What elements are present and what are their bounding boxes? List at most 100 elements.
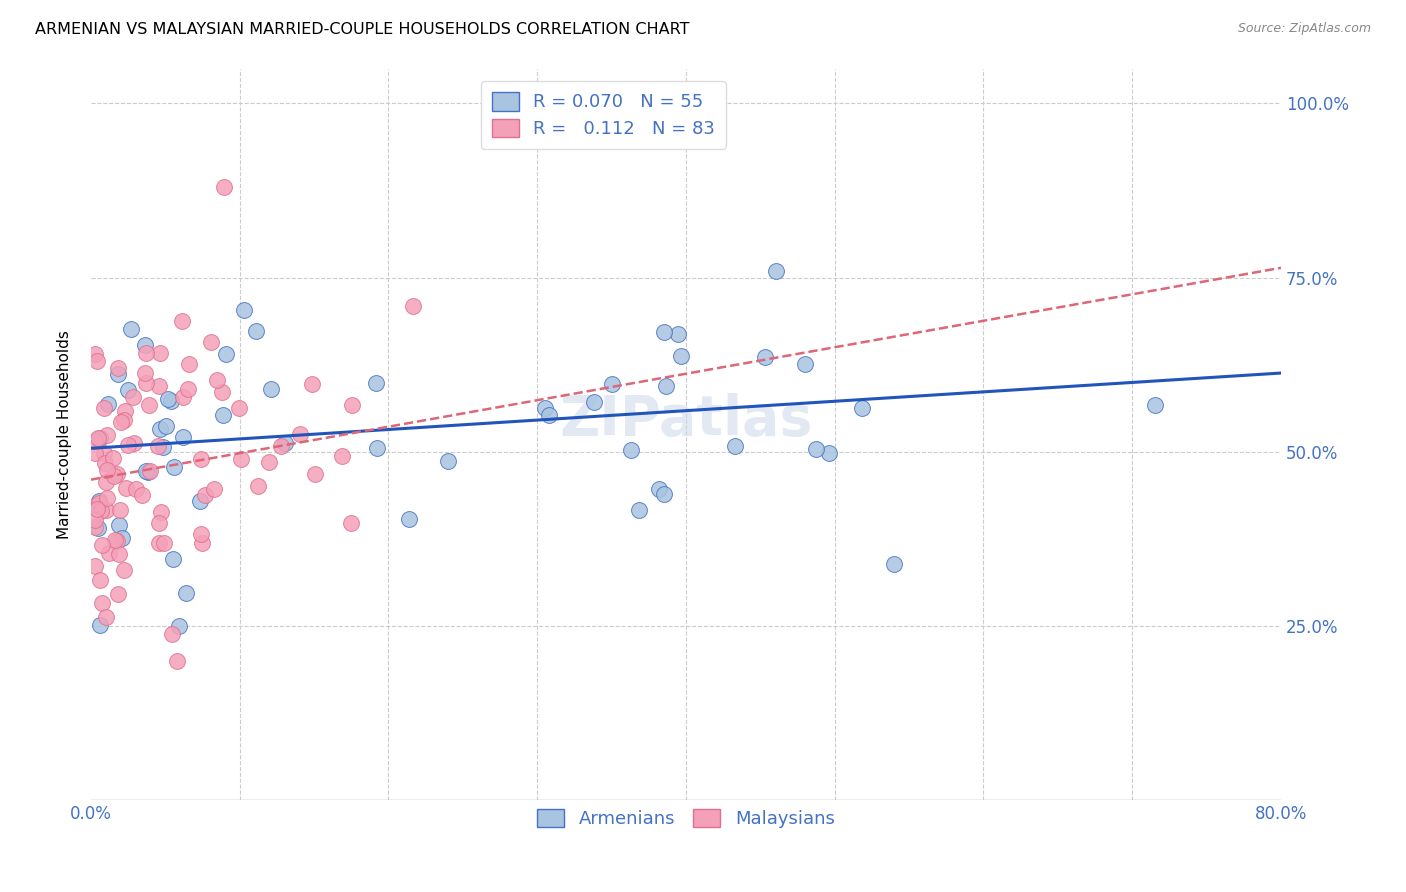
Point: [339, 516, 361, 530]
Point: [330, 450, 353, 464]
Point: [148, 535, 170, 549]
Point: [600, 376, 623, 391]
Point: [1143, 398, 1166, 412]
Point: [122, 436, 145, 450]
Point: [149, 345, 172, 359]
Point: [436, 454, 458, 468]
Point: [135, 345, 157, 359]
Point: [671, 349, 693, 363]
Point: [172, 390, 194, 404]
Point: [648, 483, 671, 497]
Point: [157, 392, 180, 407]
Point: [583, 395, 606, 409]
Point: [117, 438, 139, 452]
Point: [135, 464, 157, 478]
Point: [152, 440, 174, 454]
Point: [247, 479, 270, 493]
Point: [114, 404, 136, 418]
Point: [131, 488, 153, 502]
Text: ZIPatlas: ZIPatlas: [560, 392, 813, 447]
Point: [232, 303, 254, 318]
Point: [190, 452, 212, 467]
Point: [90, 504, 112, 518]
Point: [211, 409, 233, 423]
Point: [84, 445, 107, 459]
Point: [398, 511, 420, 525]
Point: [107, 586, 129, 600]
Point: [84, 347, 107, 361]
Point: [93, 401, 115, 415]
Point: [628, 503, 651, 517]
Point: [304, 467, 326, 482]
Point: [134, 366, 156, 380]
Point: [122, 390, 145, 404]
Point: [190, 526, 212, 541]
Point: [103, 450, 125, 465]
Point: [148, 516, 170, 530]
Point: [87, 521, 110, 535]
Point: [724, 439, 747, 453]
Point: [160, 394, 183, 409]
Point: [134, 338, 156, 352]
Point: [96, 427, 118, 442]
Point: [94, 456, 117, 470]
Point: [245, 324, 267, 338]
Point: [652, 487, 675, 501]
Point: [84, 498, 107, 512]
Point: [191, 536, 214, 550]
Point: [89, 618, 111, 632]
Point: [94, 610, 117, 624]
Point: [89, 574, 111, 588]
Point: [205, 373, 228, 387]
Point: [177, 382, 200, 396]
Point: [148, 379, 170, 393]
Point: [96, 491, 118, 506]
Point: [172, 314, 194, 328]
Point: [150, 505, 173, 519]
Point: [228, 401, 250, 416]
Point: [108, 502, 131, 516]
Point: [87, 496, 110, 510]
Point: [114, 481, 136, 495]
Point: [202, 482, 225, 496]
Point: [851, 401, 873, 415]
Point: [93, 445, 115, 459]
Point: [620, 442, 643, 457]
Point: [167, 619, 190, 633]
Point: [177, 357, 200, 371]
Point: [125, 483, 148, 497]
Point: [163, 460, 186, 475]
Point: [152, 536, 174, 550]
Y-axis label: Married-couple Households: Married-couple Households: [58, 330, 72, 539]
Point: [117, 383, 139, 397]
Point: [212, 180, 235, 194]
Point: [273, 436, 295, 450]
Point: [804, 442, 827, 457]
Point: [139, 464, 162, 478]
Point: [155, 418, 177, 433]
Point: [652, 325, 675, 339]
Point: [194, 488, 217, 502]
Point: [366, 376, 388, 391]
Point: [94, 475, 117, 489]
Point: [107, 547, 129, 561]
Point: [97, 546, 120, 560]
Point: [112, 412, 135, 426]
Point: [97, 396, 120, 410]
Point: [301, 376, 323, 391]
Point: [402, 299, 425, 313]
Point: [86, 502, 108, 516]
Legend: Armenians, Malaysians: Armenians, Malaysians: [530, 801, 842, 835]
Point: [89, 431, 111, 445]
Point: [112, 563, 135, 577]
Point: [366, 441, 388, 455]
Point: [87, 494, 110, 508]
Point: [260, 382, 283, 396]
Point: [84, 434, 107, 448]
Point: [666, 326, 689, 341]
Point: [883, 558, 905, 572]
Point: [135, 376, 157, 390]
Point: [259, 455, 281, 469]
Point: [91, 538, 114, 552]
Point: [340, 398, 363, 412]
